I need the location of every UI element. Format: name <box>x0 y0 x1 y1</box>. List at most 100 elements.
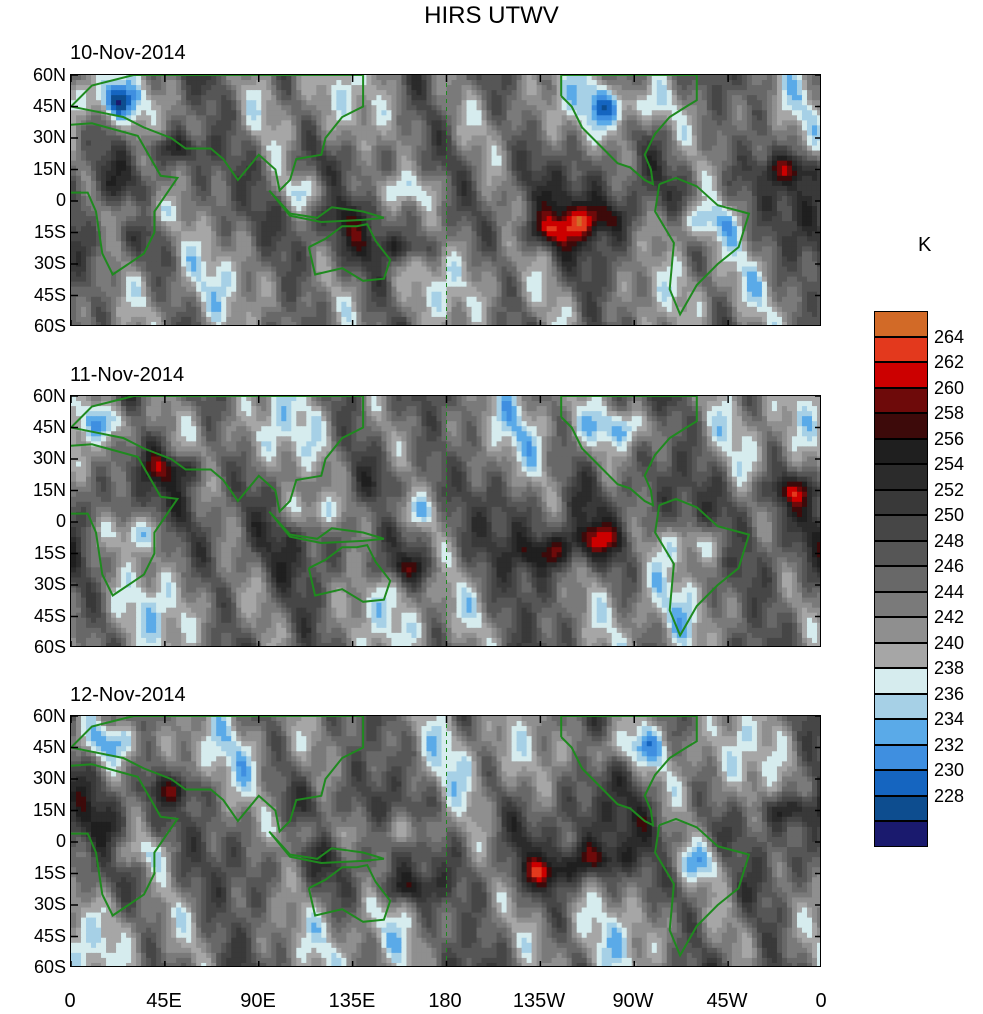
xtick-label: 90E <box>223 990 293 1012</box>
xtick-label: 135W <box>504 990 574 1012</box>
coastline <box>560 75 698 186</box>
xtick-label: 135E <box>317 990 387 1012</box>
coastline <box>307 543 392 603</box>
colorbar-label: 264 <box>934 328 964 346</box>
colorbar-bin <box>874 540 928 566</box>
ytick-label: 30S <box>6 575 66 593</box>
ytick-label: 60N <box>6 387 66 405</box>
colorbar-label: 230 <box>934 761 964 779</box>
colorbar-label: 250 <box>934 506 964 524</box>
colorbar-bin <box>874 438 928 464</box>
ytick-label: 15N <box>6 801 66 819</box>
colorbar-bin <box>874 336 928 362</box>
ytick-label: 15S <box>6 544 66 562</box>
xtick-label: 45W <box>692 990 762 1012</box>
coastline <box>71 716 365 834</box>
map-panel-1 <box>70 74 821 326</box>
ytick-label: 15S <box>6 864 66 882</box>
colorbar-bin <box>874 591 928 617</box>
coastline <box>654 497 751 638</box>
colorbar-label: 236 <box>934 685 964 703</box>
coastline <box>71 396 365 514</box>
xtick-label: 0 <box>786 990 856 1012</box>
ytick-label: 60S <box>6 317 66 335</box>
colorbar-bin <box>874 489 928 515</box>
colorbar-label: 244 <box>934 583 964 601</box>
colorbar-label: 260 <box>934 379 964 397</box>
ytick-label: 60S <box>6 638 66 656</box>
ytick-label: 30S <box>6 254 66 272</box>
chart-title: HIRS UTWV <box>0 2 983 30</box>
ytick-label: 15S <box>6 223 66 241</box>
coastline <box>654 817 751 958</box>
colorbar-bin <box>874 668 928 694</box>
coastline <box>71 75 365 193</box>
ytick-label: 0 <box>6 832 66 850</box>
panel-date-2: 11-Nov-2014 <box>70 364 184 387</box>
ytick-label: 30N <box>6 769 66 787</box>
colorbar-label: 234 <box>934 710 964 728</box>
coastline <box>71 443 180 597</box>
ytick-label: 60S <box>6 958 66 976</box>
xtick-label: 0 <box>35 990 105 1012</box>
colorbar-bin <box>874 566 928 592</box>
map-panel-2 <box>70 395 821 647</box>
coastline <box>71 763 180 917</box>
xtick-label: 180 <box>410 990 480 1012</box>
colorbar-label: 248 <box>934 532 964 550</box>
colorbar-bin <box>874 795 928 821</box>
coastline <box>307 863 392 923</box>
colorbar-bin <box>874 515 928 541</box>
colorbar-label: 242 <box>934 608 964 626</box>
map-panel-3 <box>70 715 821 967</box>
colorbar-bin <box>874 693 928 719</box>
ytick-label: 60N <box>6 66 66 84</box>
colorbar-bin <box>874 719 928 745</box>
coastline <box>560 396 698 507</box>
ytick-label: 0 <box>6 512 66 530</box>
colorbar-bin <box>874 617 928 643</box>
colorbar-label: 254 <box>934 455 964 473</box>
colorbar-label: 256 <box>934 430 964 448</box>
ytick-label: 45S <box>6 286 66 304</box>
ytick-label: 30S <box>6 895 66 913</box>
ytick-label: 45S <box>6 607 66 625</box>
coastline <box>268 830 385 865</box>
coastline <box>71 122 180 276</box>
colorbar-bin <box>874 821 928 847</box>
colorbar-label: 258 <box>934 404 964 422</box>
panel-date-1: 10-Nov-2014 <box>70 42 186 65</box>
ytick-label: 45N <box>6 738 66 756</box>
panel-date-3: 12-Nov-2014 <box>70 684 186 707</box>
colorbar-bin <box>874 413 928 439</box>
xtick-label: 90W <box>598 990 668 1012</box>
colorbar-bin <box>874 311 928 337</box>
colorbar-bin <box>874 464 928 490</box>
ytick-label: 45N <box>6 418 66 436</box>
ytick-label: 15N <box>6 160 66 178</box>
colorbar-bin <box>874 642 928 668</box>
coastline <box>560 716 698 827</box>
colorbar-label: 228 <box>934 787 964 805</box>
ytick-label: 45N <box>6 97 66 115</box>
colorbar-bin <box>874 387 928 413</box>
colorbar-bin <box>874 362 928 388</box>
utwv-field-map <box>71 75 820 325</box>
colorbar-label: 262 <box>934 353 964 371</box>
colorbar-label: 238 <box>934 659 964 677</box>
ytick-label: 60N <box>6 707 66 725</box>
coastline <box>654 176 751 317</box>
colorbar-label: 232 <box>934 736 964 754</box>
utwv-field-map <box>71 396 820 646</box>
ytick-label: 0 <box>6 191 66 209</box>
coastline <box>268 189 385 224</box>
ytick-label: 45S <box>6 927 66 945</box>
utwv-field-map <box>71 716 820 966</box>
colorbar-unit: K <box>918 234 931 257</box>
ytick-label: 30N <box>6 449 66 467</box>
ytick-label: 30N <box>6 128 66 146</box>
colorbar-label: 246 <box>934 557 964 575</box>
colorbar-bin <box>874 744 928 770</box>
ytick-label: 15N <box>6 481 66 499</box>
colorbar-label: 252 <box>934 481 964 499</box>
